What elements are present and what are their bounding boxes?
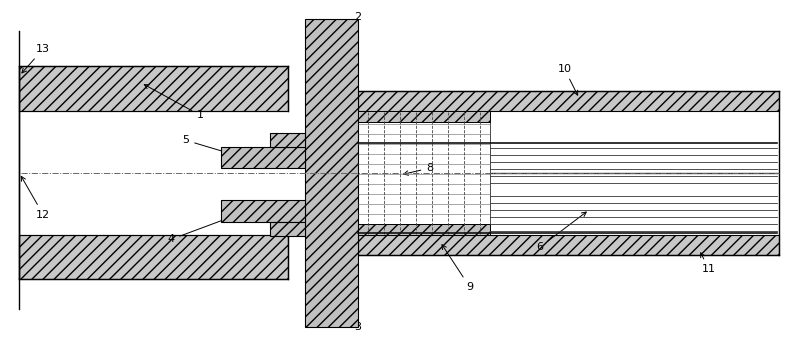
Bar	[358, 122, 490, 224]
Text: 1: 1	[144, 84, 204, 120]
Bar	[19, 110, 288, 235]
Text: 10: 10	[558, 64, 578, 95]
Text: 2: 2	[334, 12, 362, 28]
Text: 13: 13	[22, 44, 50, 73]
Text: 12: 12	[22, 176, 50, 220]
Text: 6: 6	[536, 212, 586, 252]
Bar	[358, 91, 778, 110]
Bar	[221, 147, 306, 168]
Bar	[19, 66, 288, 110]
Text: 4: 4	[167, 212, 242, 245]
Bar	[270, 133, 306, 147]
Bar	[358, 224, 490, 236]
Bar	[358, 110, 490, 122]
Text: 3: 3	[338, 318, 362, 332]
Bar	[306, 19, 358, 327]
Bar	[221, 200, 306, 221]
Bar	[358, 110, 778, 236]
Text: 11: 11	[701, 253, 716, 274]
Bar	[19, 235, 288, 279]
Text: 5: 5	[182, 135, 242, 158]
Text: 9: 9	[442, 245, 474, 292]
Text: 8: 8	[404, 163, 434, 175]
Text: 7: 7	[269, 211, 286, 225]
Bar	[358, 236, 778, 255]
Bar	[270, 221, 306, 236]
